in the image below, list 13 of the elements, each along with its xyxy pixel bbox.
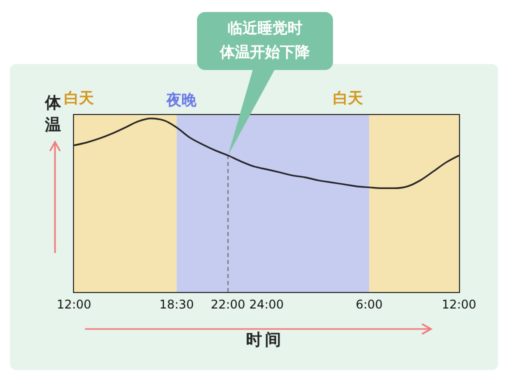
text: 白天 xyxy=(333,89,363,108)
x-tick-label: 12:00 xyxy=(56,298,92,312)
text: 临近睡觉时 xyxy=(226,18,304,39)
x-tick-label: 18:30 xyxy=(159,298,194,312)
text: 白天 xyxy=(64,89,94,108)
x-tick-label: 12:00 xyxy=(442,298,476,312)
x-tick-label: 24:00 xyxy=(249,298,284,312)
band-label: 夜晚 xyxy=(166,91,198,109)
x-axis-title: 时间 xyxy=(245,330,285,351)
x-tick-label: 22:00 xyxy=(210,298,246,312)
x-tick-label: 6:00 xyxy=(356,298,383,312)
y-axis-title: 体温 xyxy=(44,92,62,136)
text: 体温开始下降 xyxy=(218,42,311,63)
